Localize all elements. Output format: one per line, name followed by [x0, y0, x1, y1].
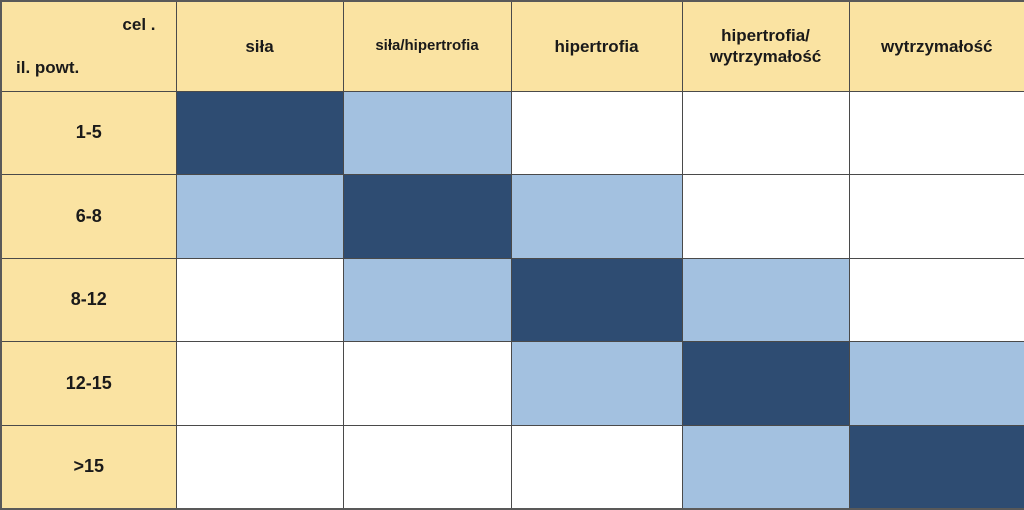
matrix-cell — [681, 341, 850, 426]
col-header-sila-hipertrofia: siła/hipertrofia — [342, 0, 512, 92]
matrix-cell — [175, 341, 344, 426]
matrix-cell — [342, 341, 512, 426]
row-header-reps: 6-8 — [0, 174, 177, 259]
matrix-cell — [342, 257, 512, 343]
table-row: 8-12 — [0, 257, 1024, 343]
matrix-cell — [848, 341, 1024, 426]
matrix-cell — [681, 424, 850, 510]
matrix-header: cel . il. powt. siła siła/hipertrofia hi… — [0, 0, 1024, 92]
matrix-cell — [510, 341, 683, 426]
matrix-cell — [175, 257, 344, 343]
matrix-cell — [175, 90, 344, 176]
matrix-cell — [510, 174, 683, 259]
col-header-sila: siła — [175, 0, 344, 92]
matrix-cell — [175, 174, 344, 259]
matrix-body: 1-5 6-8 8-12 12-15 >15 — [0, 90, 1024, 510]
matrix-cell — [342, 174, 512, 259]
row-header-reps: >15 — [0, 424, 177, 510]
col-header-wytrzymalosc: wytrzymałość — [848, 0, 1024, 92]
corner-goal-label: cel . — [122, 15, 156, 34]
matrix-cell — [510, 257, 683, 343]
matrix-cell — [848, 90, 1024, 176]
matrix-cell — [175, 424, 344, 510]
matrix-cell — [848, 257, 1024, 343]
corner-cell: cel . il. powt. — [0, 0, 177, 92]
row-header-reps: 12-15 — [0, 341, 177, 426]
matrix-cell — [510, 90, 683, 176]
matrix-cell — [342, 90, 512, 176]
table-row: >15 — [0, 424, 1024, 510]
matrix-cell — [681, 257, 850, 343]
table-row: 6-8 — [0, 174, 1024, 259]
matrix-cell — [510, 424, 683, 510]
matrix-cell — [848, 174, 1024, 259]
matrix-cell — [848, 424, 1024, 510]
header-row: cel . il. powt. siła siła/hipertrofia hi… — [0, 0, 1024, 92]
matrix-cell — [342, 424, 512, 510]
col-header-hipertrofia-wytrzymalosc: hipertrofia/ wytrzymałość — [681, 0, 850, 92]
col-header-hipertrofia: hipertrofia — [510, 0, 683, 92]
row-header-reps: 1-5 — [0, 90, 177, 176]
table-row: 1-5 — [0, 90, 1024, 176]
corner-reps-label: il. powt. — [16, 58, 80, 78]
table-row: 12-15 — [0, 341, 1024, 426]
row-header-reps: 8-12 — [0, 257, 177, 343]
matrix-cell — [681, 90, 850, 176]
matrix-cell — [681, 174, 850, 259]
